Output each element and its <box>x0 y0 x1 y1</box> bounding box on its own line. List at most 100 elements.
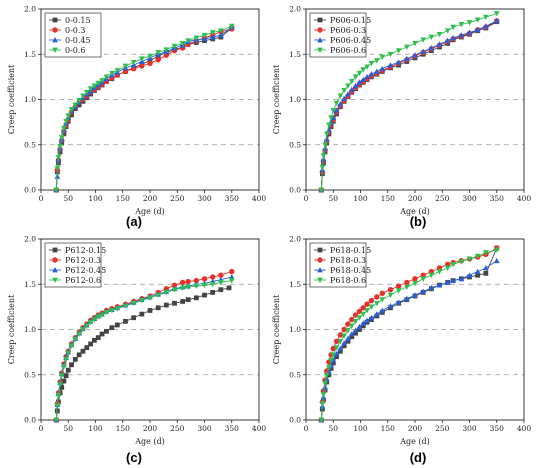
data-point <box>337 348 343 354</box>
data-point <box>404 284 410 290</box>
data-point <box>323 376 330 382</box>
data-point <box>326 365 332 371</box>
data-point <box>356 308 363 315</box>
data-point <box>229 268 235 275</box>
data-point <box>379 290 385 296</box>
data-point <box>337 93 344 99</box>
data-point <box>387 62 394 68</box>
data-point <box>341 95 347 101</box>
data-point <box>61 126 67 132</box>
x-tick-label: 350 <box>490 424 505 433</box>
data-point <box>483 23 489 29</box>
data-point <box>337 345 344 351</box>
data-point <box>58 135 65 141</box>
data-point <box>323 136 330 142</box>
data-point <box>171 282 178 288</box>
legend-label: P612-0.45 <box>65 266 106 275</box>
data-point <box>483 250 489 256</box>
x-axis-label: Age (d) <box>399 437 430 446</box>
legend-label: P618-0.3 <box>330 256 366 265</box>
y-tick-label: 0.0 <box>24 186 36 195</box>
x-tick-label: 50 <box>328 424 338 433</box>
data-point <box>330 345 336 352</box>
data-point <box>337 338 344 345</box>
data-point <box>349 334 355 340</box>
data-point <box>466 20 473 26</box>
x-tick-label: 0 <box>39 424 44 433</box>
series-P612-0.45 <box>53 274 235 423</box>
legend-label: P606-0.3 <box>330 26 366 35</box>
data-point <box>63 118 69 125</box>
x-tick-label: 100 <box>353 424 368 433</box>
legend-label: P606-0.6 <box>330 46 366 55</box>
data-point <box>341 333 347 339</box>
legend-swatch-marker <box>317 27 323 33</box>
data-point <box>99 78 105 84</box>
x-tick-label: 150 <box>116 194 131 203</box>
data-point <box>59 140 65 146</box>
chart-panel-3: 0 50 100 150 200 250 300 350 400 0.0 0.5 1.0 1.5 2.0 A… <box>7 235 266 465</box>
series-P612-0.3 <box>53 268 235 423</box>
data-point <box>345 328 351 334</box>
data-point <box>193 35 200 41</box>
data-point <box>163 289 170 296</box>
data-point <box>345 338 351 344</box>
data-point <box>420 288 426 294</box>
data-point <box>139 56 145 62</box>
data-point <box>218 272 224 278</box>
data-point <box>54 165 61 172</box>
data-point <box>63 356 69 363</box>
legend-label: 0-0.6 <box>65 46 86 55</box>
data-point <box>185 297 191 303</box>
data-point <box>412 52 418 58</box>
data-point <box>333 107 340 113</box>
data-point <box>458 259 465 265</box>
data-point <box>58 373 65 379</box>
data-point <box>80 348 86 354</box>
data-point <box>412 276 418 282</box>
data-point <box>337 101 344 107</box>
data-point <box>139 63 145 69</box>
data-point <box>330 352 337 358</box>
data-point <box>395 283 402 289</box>
data-point <box>493 257 500 264</box>
data-point <box>360 320 367 326</box>
data-point <box>130 59 137 66</box>
data-point <box>360 323 366 329</box>
data-point <box>352 318 359 325</box>
data-point <box>69 362 74 368</box>
data-point <box>458 32 465 38</box>
x-tick-label: 300 <box>462 424 477 433</box>
x-tick-label: 50 <box>63 194 73 203</box>
data-point <box>368 304 375 310</box>
y-tick-label: 1.5 <box>289 280 301 289</box>
data-point <box>450 261 456 268</box>
data-point <box>348 79 355 85</box>
legend-label: 0-0.15 <box>65 16 91 25</box>
data-point <box>109 325 115 331</box>
data-point <box>91 317 98 323</box>
panel-label: (b) <box>410 214 427 229</box>
data-point <box>326 372 332 378</box>
data-point <box>114 322 120 328</box>
data-point <box>109 308 115 314</box>
series-P612-0.6 <box>53 278 235 423</box>
y-tick-label: 1.0 <box>289 325 301 334</box>
data-point <box>356 323 363 330</box>
data-point <box>404 279 410 286</box>
legend-swatch-marker <box>317 247 323 253</box>
chart-panel-2: 0 50 100 150 200 250 300 350 400 0.0 0.5 1.0 1.5 2.0 A… <box>272 5 531 229</box>
series-P618-0.6 <box>318 247 500 423</box>
data-point <box>352 312 359 318</box>
data-point <box>322 384 328 390</box>
data-point <box>171 287 178 293</box>
data-point <box>95 80 102 87</box>
data-point <box>412 40 418 47</box>
data-point <box>356 315 363 321</box>
y-tick-label: 1.0 <box>24 95 36 104</box>
data-point <box>114 68 121 74</box>
x-tick-label: 400 <box>252 194 267 203</box>
data-point <box>218 28 224 34</box>
